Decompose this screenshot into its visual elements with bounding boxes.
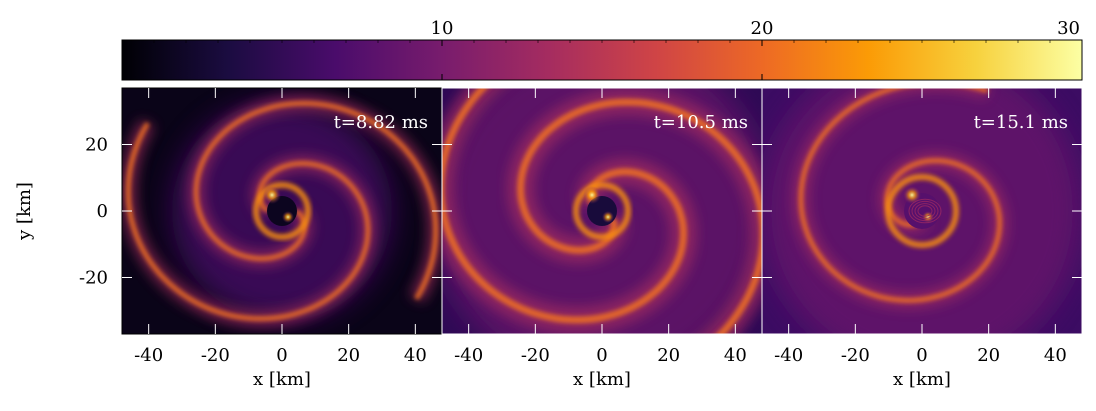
spiral-arm-core bbox=[125, 121, 371, 322]
colorbar-tick-label: 10 bbox=[431, 18, 454, 39]
y-axis-label: y [km] bbox=[14, 182, 35, 241]
panel-1: t=8.82 ms -40 -20 0 20 40 -20 0 20 x [km] bbox=[79, 87, 443, 390]
colorbar: 10 20 30 bbox=[121, 18, 1083, 81]
vortex-contour bbox=[908, 198, 942, 224]
vortex-contour bbox=[917, 205, 933, 217]
x-tick-label: -20 bbox=[201, 345, 230, 366]
hot-spot bbox=[602, 211, 614, 223]
x-tick-label: 40 bbox=[1044, 345, 1067, 366]
panel-3: t=15.1 ms -40 -20 0 20 40 x [km] bbox=[761, 87, 1083, 390]
x-axis-label: x [km] bbox=[893, 369, 951, 390]
panel-heatmap bbox=[762, 88, 1082, 334]
hot-spot bbox=[903, 186, 921, 204]
y-tick-label: -20 bbox=[79, 267, 108, 288]
panel-2: t=10.5 ms -40 -20 0 20 40 x [km] bbox=[441, 87, 763, 390]
colorbar-tick-label: 20 bbox=[751, 18, 774, 39]
vortex-contour bbox=[914, 203, 936, 219]
x-tick-label: -20 bbox=[521, 345, 550, 366]
x-tick-label: 0 bbox=[916, 345, 927, 366]
inner-ring bbox=[573, 182, 631, 240]
x-tick-label: 0 bbox=[596, 345, 607, 366]
x-tick-label: -40 bbox=[454, 345, 483, 366]
spiral-arm-core bbox=[193, 100, 439, 301]
hot-spot bbox=[583, 186, 601, 204]
time-annotation: t=10.5 ms bbox=[654, 112, 748, 133]
x-tick-label: 40 bbox=[404, 345, 427, 366]
time-annotation: t=8.82 ms bbox=[334, 112, 428, 133]
hot-spot bbox=[282, 211, 294, 223]
inner-ring bbox=[253, 182, 311, 240]
x-tick-label: 20 bbox=[657, 345, 680, 366]
panel-heatmap bbox=[442, 88, 762, 334]
x-tick-label: 0 bbox=[276, 345, 287, 366]
time-annotation: t=15.1 ms bbox=[974, 112, 1068, 133]
x-tick-label: 40 bbox=[724, 345, 747, 366]
vortex-contour bbox=[911, 200, 939, 222]
x-tick-label: 20 bbox=[977, 345, 1000, 366]
x-axis-label: x [km] bbox=[253, 369, 311, 390]
x-tick-label: -20 bbox=[841, 345, 870, 366]
spiral-arm-core bbox=[517, 98, 762, 334]
x-tick-label: -40 bbox=[774, 345, 803, 366]
colorbar-ticks: 10 20 30 bbox=[153, 18, 1083, 80]
y-tick-label: 20 bbox=[85, 135, 108, 156]
hot-spot bbox=[263, 186, 281, 204]
spiral-arm-core bbox=[442, 88, 687, 324]
colorbar-tick-label: 30 bbox=[1057, 18, 1080, 39]
inner-ring bbox=[885, 174, 959, 248]
x-axis-label: x [km] bbox=[573, 369, 631, 390]
x-tick-label: 20 bbox=[337, 345, 360, 366]
panel-heatmap bbox=[122, 88, 442, 334]
x-tick-label: -40 bbox=[134, 345, 163, 366]
colorbar-gradient bbox=[121, 39, 1083, 81]
y-tick-label: 0 bbox=[97, 201, 108, 222]
